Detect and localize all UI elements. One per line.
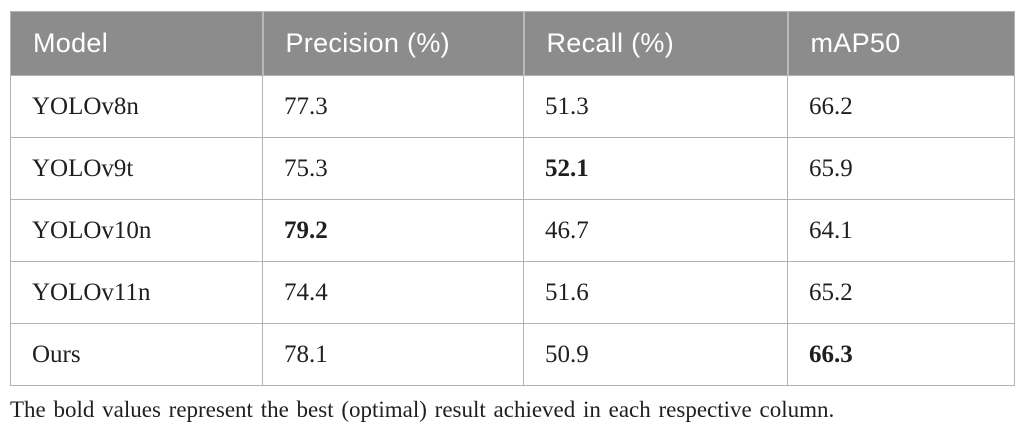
model-cell: Ours bbox=[10, 323, 263, 386]
model-cell: YOLOv11n bbox=[10, 261, 263, 324]
recall-cell: 50.9 bbox=[523, 323, 788, 386]
precision-cell: 75.3 bbox=[262, 137, 524, 200]
column-header-precision: Precision (%) bbox=[261, 11, 524, 76]
map50-cell: 65.9 bbox=[787, 137, 1015, 200]
table-row: YOLOv8n 77.3 51.3 66.2 bbox=[10, 75, 1015, 138]
table-footnote: The bold values represent the best (opti… bbox=[10, 397, 835, 422]
model-cell: YOLOv8n bbox=[10, 75, 263, 138]
map50-cell: 64.1 bbox=[787, 199, 1015, 262]
precision-cell: 77.3 bbox=[262, 75, 524, 138]
precision-cell: 74.4 bbox=[262, 261, 524, 324]
table-row: Ours 78.1 50.9 66.3 bbox=[10, 323, 1015, 386]
precision-cell: 79.2 bbox=[262, 199, 524, 262]
table-row: YOLOv11n 74.4 51.6 65.2 bbox=[10, 261, 1015, 324]
model-cell: YOLOv9t bbox=[10, 137, 263, 200]
precision-cell: 78.1 bbox=[262, 323, 524, 386]
recall-cell: 51.6 bbox=[523, 261, 788, 324]
map50-cell: 66.2 bbox=[787, 75, 1015, 138]
recall-cell: 52.1 bbox=[523, 137, 788, 200]
header-row: Model Precision (%) Recall (%) mAP50 bbox=[10, 11, 1015, 76]
recall-cell: 46.7 bbox=[523, 199, 788, 262]
column-header-recall: Recall (%) bbox=[522, 11, 788, 76]
table-row: YOLOv9t 75.3 52.1 65.9 bbox=[10, 137, 1015, 200]
map50-cell: 65.2 bbox=[787, 261, 1015, 324]
model-cell: YOLOv10n bbox=[10, 199, 263, 262]
column-header-map50: mAP50 bbox=[786, 11, 1015, 76]
map50-cell: 66.3 bbox=[787, 323, 1015, 386]
column-header-model: Model bbox=[10, 11, 263, 76]
recall-cell: 51.3 bbox=[523, 75, 788, 138]
table-figure: Model Precision (%) Recall (%) mAP50 YOL… bbox=[10, 11, 1015, 422]
results-table: Model Precision (%) Recall (%) mAP50 YOL… bbox=[10, 11, 1015, 386]
table-row: YOLOv10n 79.2 46.7 64.1 bbox=[10, 199, 1015, 262]
